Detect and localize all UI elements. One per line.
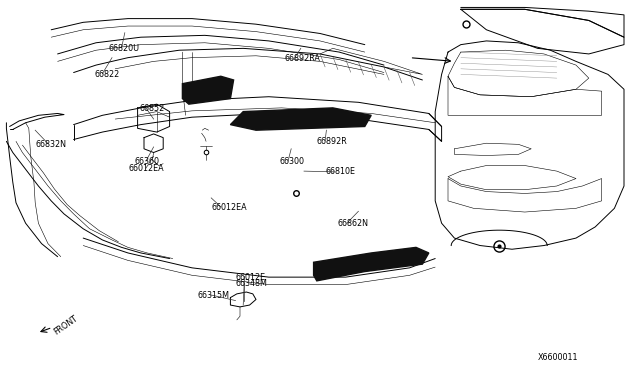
Text: 66820U: 66820U (109, 44, 140, 53)
Text: X6600011: X6600011 (538, 353, 578, 362)
Text: 66012EA: 66012EA (211, 203, 247, 212)
Text: 66360: 66360 (134, 157, 159, 166)
Polygon shape (182, 76, 234, 104)
Text: 66300: 66300 (279, 157, 304, 166)
Polygon shape (230, 108, 371, 130)
Text: FRONT: FRONT (52, 314, 80, 337)
Text: 66832N: 66832N (35, 140, 66, 149)
Text: 66862N: 66862N (338, 219, 369, 228)
Text: 66012EA: 66012EA (128, 164, 164, 173)
Text: 66348M: 66348M (236, 279, 268, 288)
Polygon shape (314, 247, 429, 281)
Text: 66892R: 66892R (316, 137, 347, 146)
Text: 66892RA: 66892RA (285, 54, 321, 63)
Text: 66315M: 66315M (197, 291, 229, 300)
Text: 66822: 66822 (95, 70, 120, 79)
Text: 66012E: 66012E (236, 273, 266, 282)
Text: 66852: 66852 (140, 104, 164, 113)
Text: 66810E: 66810E (325, 167, 355, 176)
